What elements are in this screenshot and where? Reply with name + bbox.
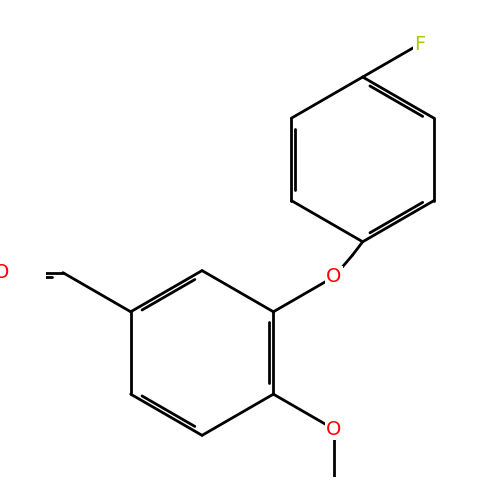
Text: F: F bbox=[414, 34, 426, 54]
Text: O: O bbox=[326, 268, 342, 286]
Text: O: O bbox=[0, 263, 9, 282]
Text: O: O bbox=[326, 420, 342, 438]
